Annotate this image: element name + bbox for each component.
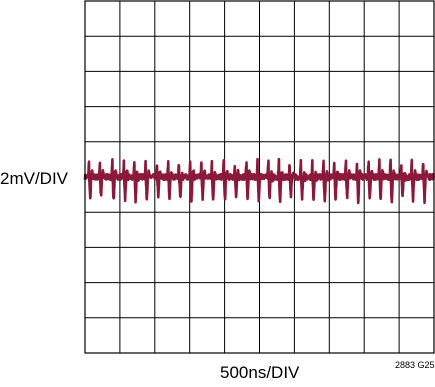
y-axis-label: 2mV/DIV — [0, 169, 69, 188]
trace-group — [83, 157, 435, 205]
signal-trace — [83, 157, 435, 205]
figure-id: 2883 G25 — [395, 360, 435, 370]
x-axis-label: 500ns/DIV — [220, 363, 300, 382]
plot-frame — [84, 0, 435, 354]
